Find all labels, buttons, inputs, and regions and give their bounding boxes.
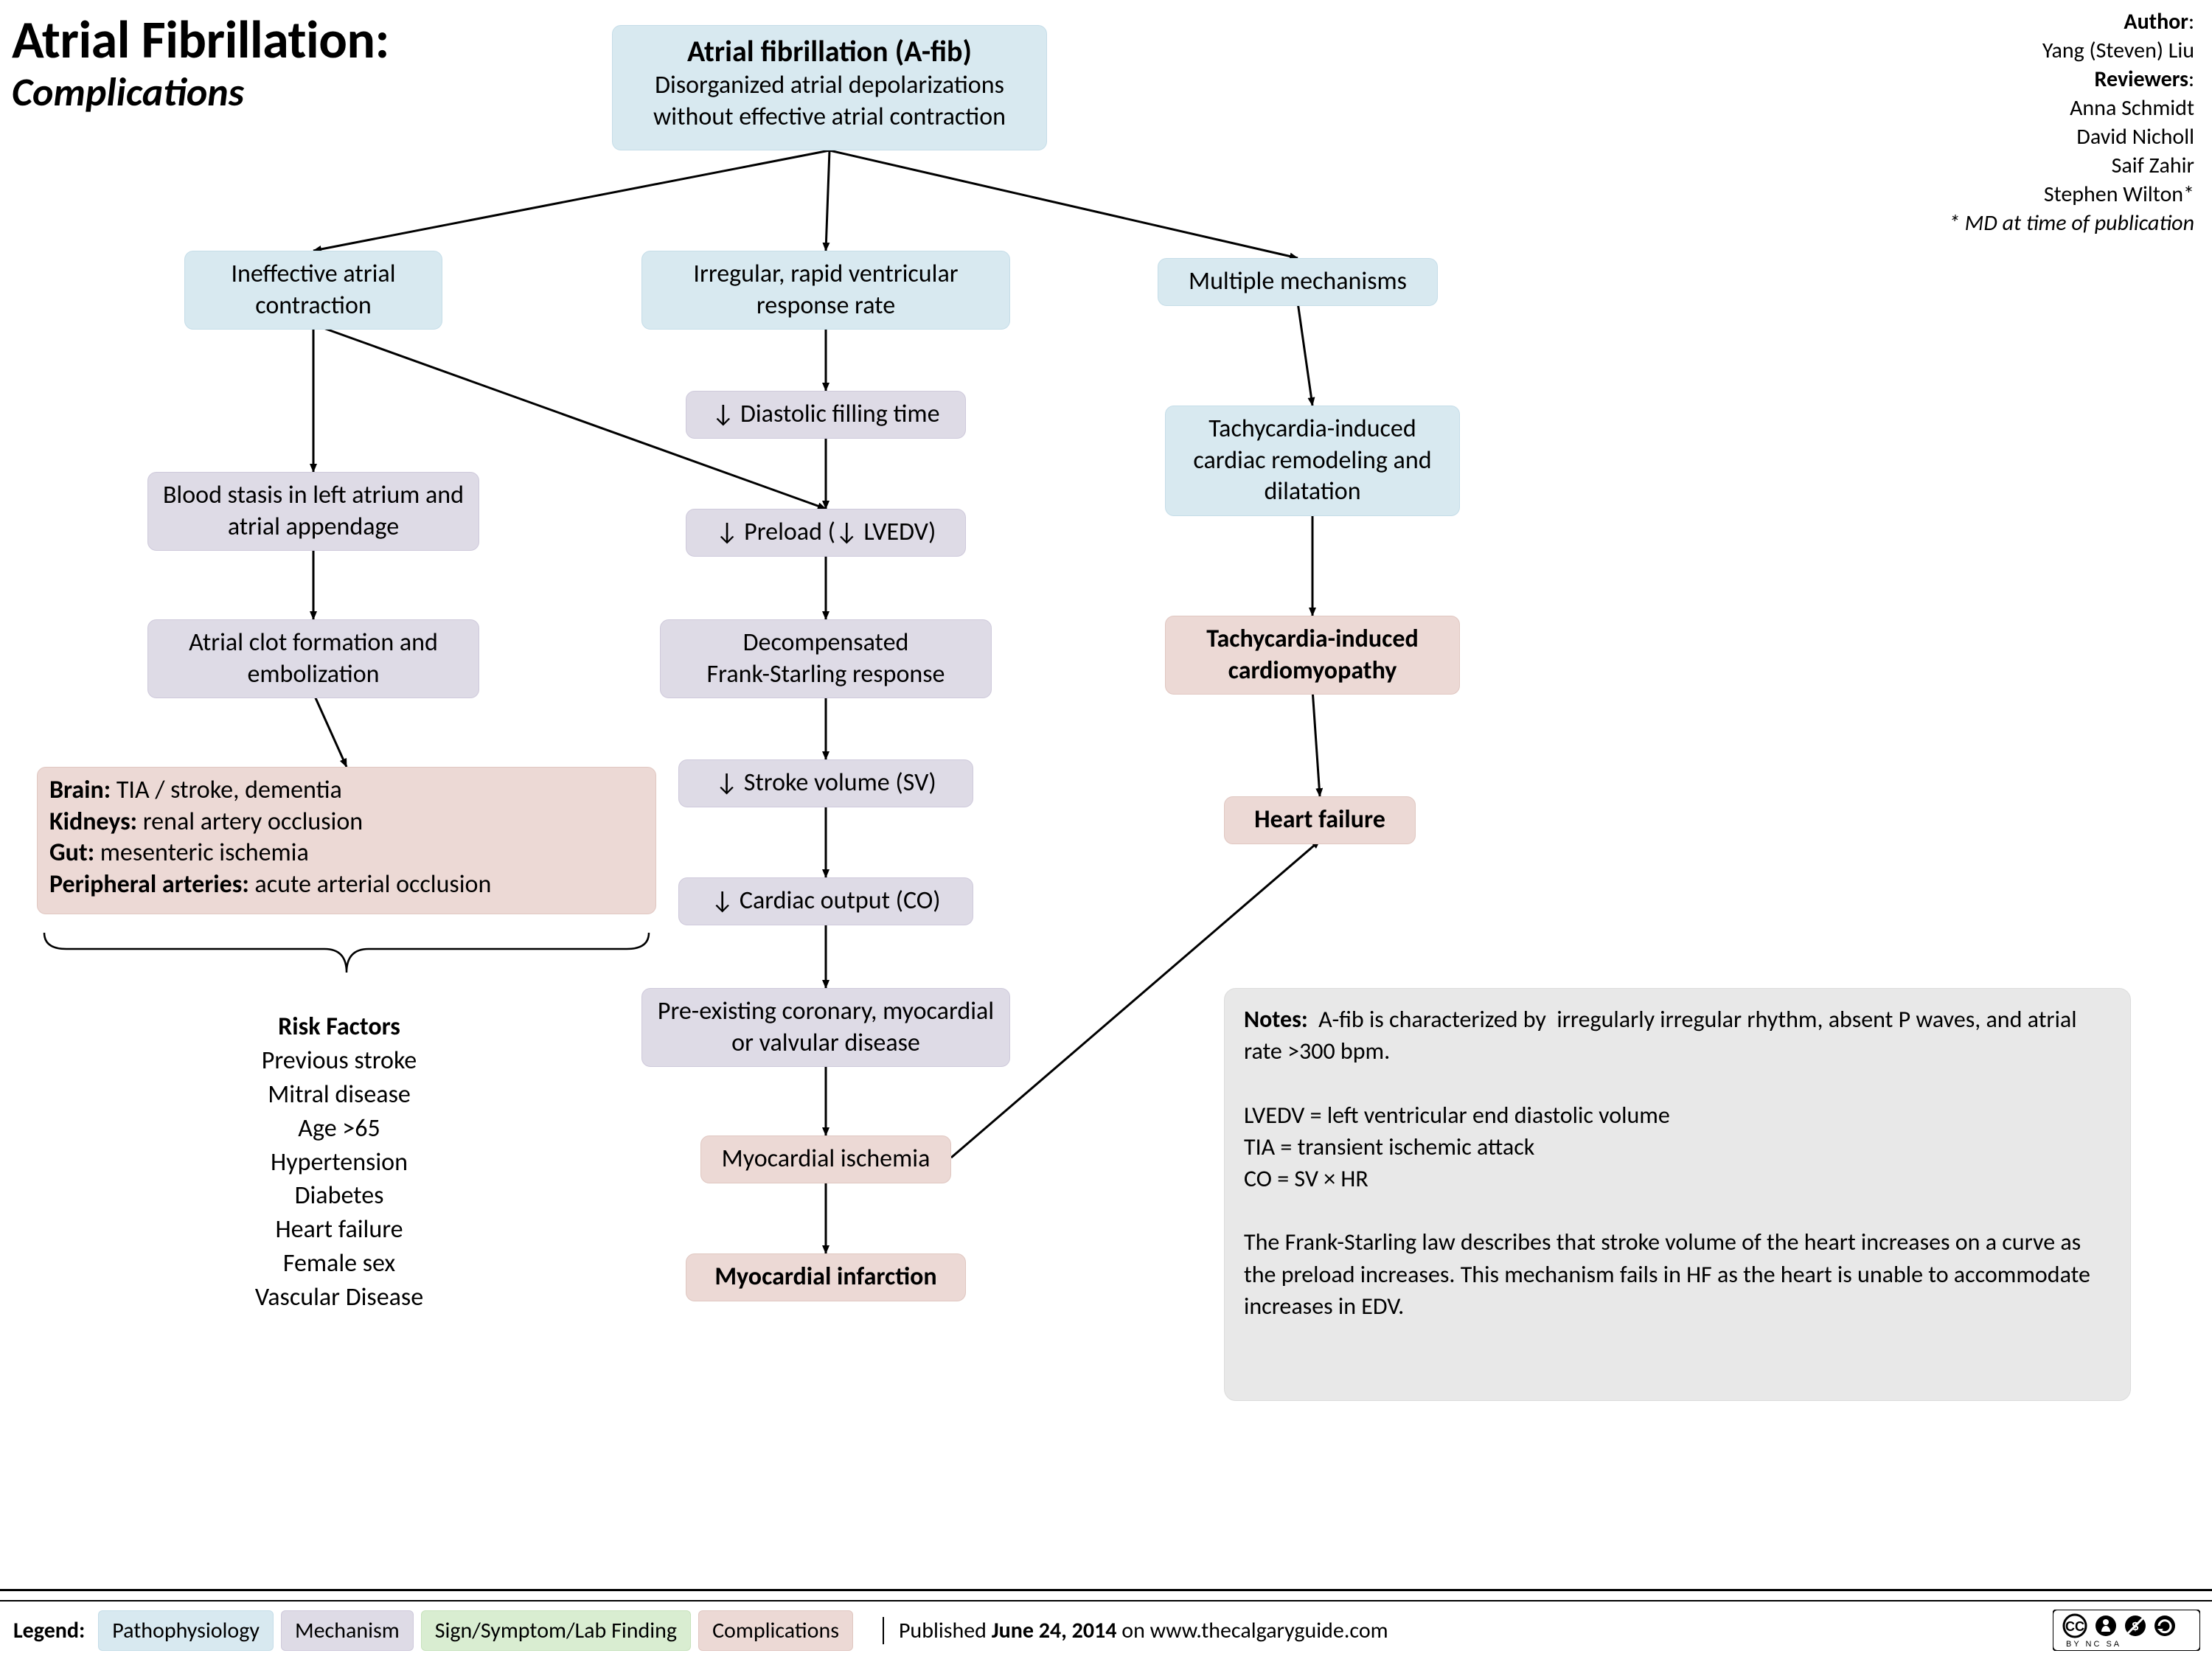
notes-block: Notes: A-fib is characterized by irregul… <box>1224 988 2131 1401</box>
page-subtitle: Complications <box>12 68 389 116</box>
reviewer-0: Anna Schmidt <box>1949 94 2194 122</box>
node-ischemia: Myocardial ischemia <box>700 1135 951 1183</box>
node-ineffective: Ineffective atrial contraction <box>184 251 442 330</box>
legend-item-mech: Mechanism <box>281 1610 414 1651</box>
node-preexist: Pre-existing coronary, myocardial or val… <box>641 988 1010 1067</box>
published-text: Published June 24, 2014 on www.thecalgar… <box>883 1617 2053 1644</box>
published-prefix: Published <box>899 1617 992 1644</box>
legend-label: Legend: <box>0 1617 98 1644</box>
published-suffix: on www.thecalgaryguide.com <box>1116 1617 1388 1644</box>
reviewer-2: Saif Zahir <box>1949 151 2194 180</box>
node-stasis: Blood stasis in left atrium and atrial a… <box>147 472 479 551</box>
page-title: Atrial Fibrillation: <box>12 7 389 72</box>
author-label: Author <box>2124 8 2188 35</box>
node-root: Atrial fibrillation (A-fib)Disorganized … <box>612 25 1047 150</box>
node-clot: Atrial clot formation and embolization <box>147 619 479 698</box>
credits-footnote: * MD at time of publication <box>1949 209 2194 237</box>
published-date: June 24, 2014 <box>992 1617 1117 1644</box>
node-tachy_remodel: Tachycardia-induced cardiac remodeling a… <box>1165 406 1460 516</box>
node-co: ↓ Cardiac output (CO) <box>678 877 973 925</box>
svg-text:BY NC SA: BY NC SA <box>2066 1640 2121 1649</box>
node-infarction: Myocardial infarction <box>686 1253 966 1301</box>
risk-factors-block: Risk FactorsPrevious strokeMitral diseas… <box>192 1010 487 1315</box>
legend-item-patho: Pathophysiology <box>98 1610 274 1651</box>
node-preload: ↓ Preload (↓ LVEDV) <box>686 509 966 557</box>
credits-block: Author: Yang (Steven) Liu Reviewers: Ann… <box>1949 7 2194 237</box>
node-heartfailure: Heart failure <box>1224 796 1416 844</box>
node-multiple: Multiple mechanisms <box>1158 258 1438 306</box>
svg-text:CC: CC <box>2065 1619 2084 1634</box>
node-tachy_cardio: Tachycardia-induced cardiomyopathy <box>1165 616 1460 695</box>
reviewer-3: Stephen Wilton* <box>1949 180 2194 209</box>
legend-items: PathophysiologyMechanismSign/Symptom/Lab… <box>98 1610 860 1651</box>
page-title-block: Atrial Fibrillation: Complications <box>12 7 389 116</box>
node-sv: ↓ Stroke volume (SV) <box>678 759 973 807</box>
node-diastolic: ↓ Diastolic filling time <box>686 391 966 439</box>
node-irregular: Irregular, rapid ventricular response ra… <box>641 251 1010 330</box>
author-name: Yang (Steven) Liu <box>1949 36 2194 65</box>
node-emboli: Brain: TIA / stroke, dementiaKidneys: re… <box>37 767 656 914</box>
legend-item-sign: Sign/Symptom/Lab Finding <box>421 1610 691 1651</box>
legend-bar: Legend: PathophysiologyMechanismSign/Sym… <box>0 1600 2212 1659</box>
reviewer-1: David Nicholl <box>1949 122 2194 151</box>
reviewers-label: Reviewers <box>2095 66 2188 93</box>
node-frankstarling: DecompensatedFrank-Starling response <box>660 619 992 698</box>
cc-license-badge: CC $ BY NC SA <box>2053 1610 2200 1651</box>
legend-item-comp: Complications <box>698 1610 853 1651</box>
footer-divider <box>0 1589 2212 1591</box>
